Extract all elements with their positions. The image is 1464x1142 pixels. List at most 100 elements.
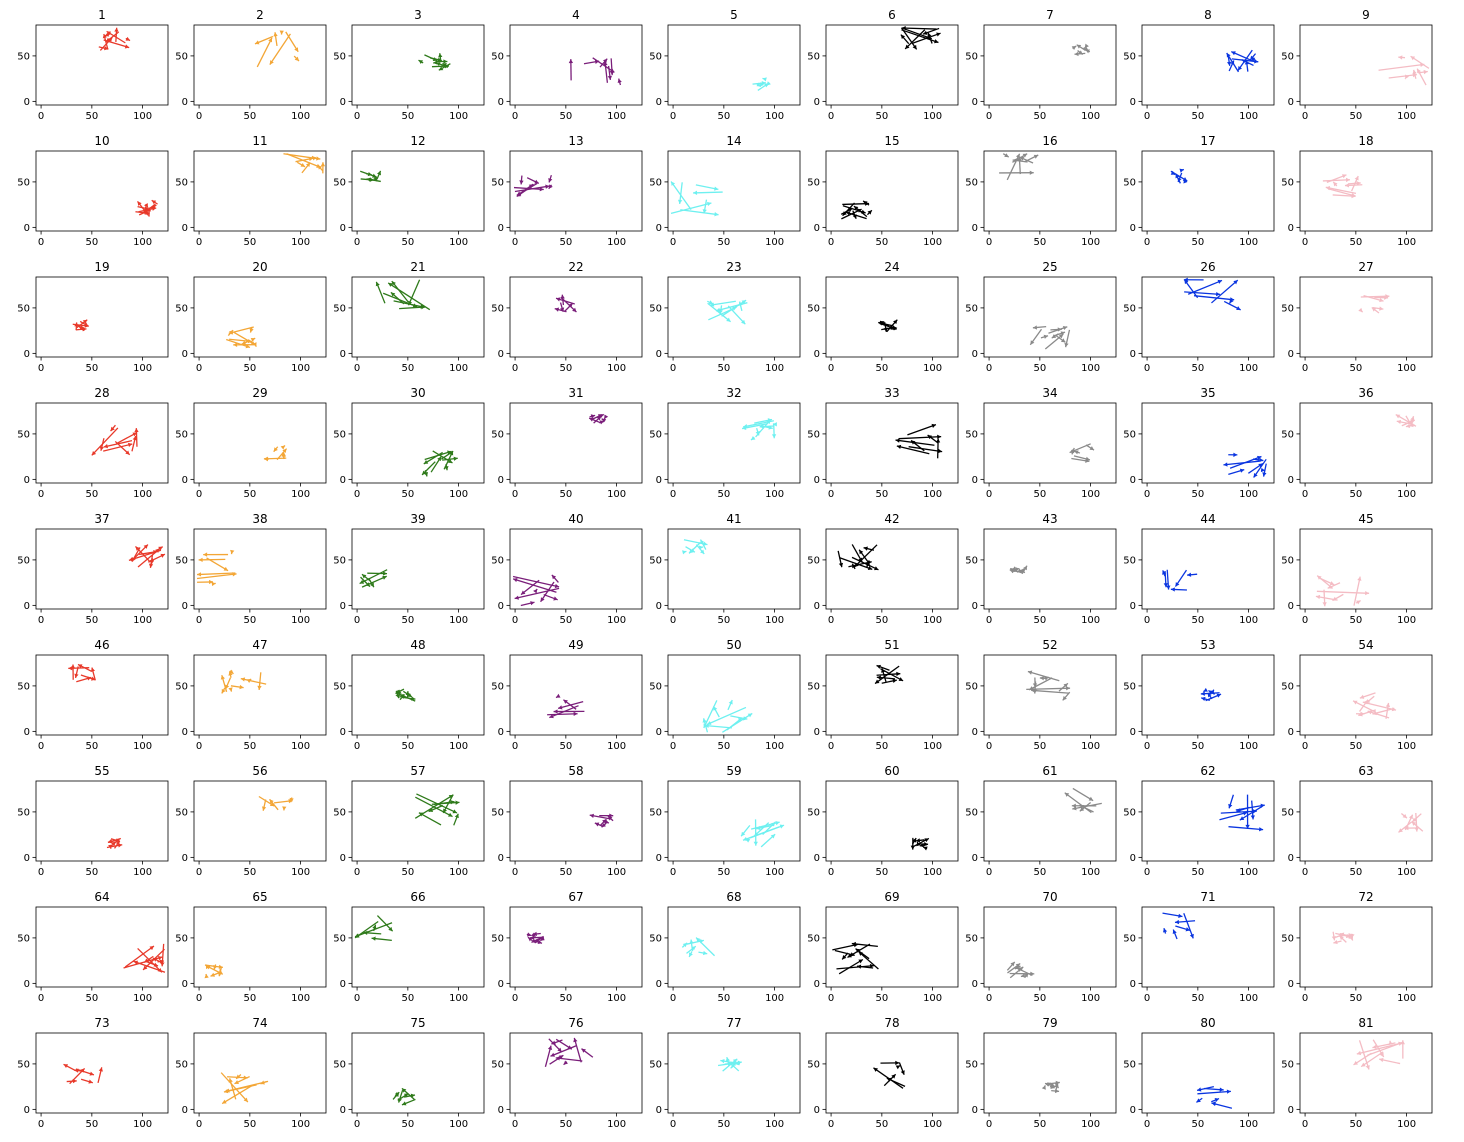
x-tick-label: 100 xyxy=(133,615,152,626)
arrow-head xyxy=(428,807,434,812)
axes-frame xyxy=(667,402,801,484)
arrow-head xyxy=(233,342,238,347)
panel-title: 66 xyxy=(410,890,425,904)
panel-44: 44 0 50 100 0 50 xyxy=(1123,512,1275,626)
arrow-head xyxy=(847,953,852,958)
panel-title: 11 xyxy=(252,134,267,148)
x-tick-label: 0 xyxy=(512,867,518,878)
y-tick-label: 50 xyxy=(649,555,662,566)
arrow-head xyxy=(124,44,130,49)
panel-title: 33 xyxy=(884,386,899,400)
x-tick-label: 50 xyxy=(875,237,888,248)
arrow-shaft xyxy=(1239,806,1263,821)
arrow-head xyxy=(363,930,368,936)
x-tick-label: 50 xyxy=(1349,111,1362,122)
panel-59: 59 0 50 100 0 50 xyxy=(649,764,801,878)
y-tick-label: 0 xyxy=(1288,223,1294,234)
x-tick-label: 0 xyxy=(1302,615,1308,626)
arrow-head xyxy=(1242,811,1248,816)
panel-title: 79 xyxy=(1042,1016,1057,1030)
panel-34: 34 0 50 100 0 50 xyxy=(965,386,1117,500)
x-tick-label: 50 xyxy=(401,1119,414,1130)
y-tick-label: 50 xyxy=(491,807,504,818)
x-tick-label: 0 xyxy=(1302,867,1308,878)
arrow-head xyxy=(895,1060,900,1066)
x-tick-label: 100 xyxy=(449,363,468,374)
arrow-head xyxy=(89,1071,94,1076)
arrow-head xyxy=(1032,325,1038,330)
arrow-head xyxy=(111,842,116,847)
panel-35: 35 0 50 100 0 50 xyxy=(1123,386,1275,500)
x-tick-label: 50 xyxy=(1349,867,1362,878)
arrow-head xyxy=(607,75,613,80)
panel-title: 39 xyxy=(410,512,425,526)
arrow-head xyxy=(896,671,901,677)
x-tick-label: 0 xyxy=(670,867,676,878)
arrow-head xyxy=(1358,307,1363,313)
arrow-shaft xyxy=(414,794,454,819)
x-tick-label: 0 xyxy=(1144,1119,1150,1130)
panel-title: 17 xyxy=(1200,134,1215,148)
arrow-head xyxy=(741,300,747,305)
y-tick-label: 0 xyxy=(1130,349,1136,360)
arrow-head xyxy=(609,68,615,73)
arrow-head xyxy=(709,302,715,307)
arrow-head xyxy=(551,1040,556,1045)
y-tick-label: 0 xyxy=(498,979,504,990)
y-tick-label: 0 xyxy=(24,1105,30,1116)
panel-21: 21 0 50 100 0 50 xyxy=(333,260,485,374)
arrow-head xyxy=(527,932,532,937)
arrow-head xyxy=(273,32,278,37)
arrow-head xyxy=(609,813,614,818)
axes-frame xyxy=(351,24,485,106)
y-tick-label: 50 xyxy=(1281,555,1294,566)
arrow-shaft xyxy=(898,435,942,440)
arrow-head xyxy=(895,438,900,443)
x-tick-label: 50 xyxy=(1033,237,1046,248)
axes-frame xyxy=(193,906,327,988)
arrow-head xyxy=(159,959,164,964)
x-tick-label: 0 xyxy=(1144,363,1150,374)
x-tick-label: 100 xyxy=(607,1119,626,1130)
x-tick-label: 50 xyxy=(717,615,730,626)
arrow-head xyxy=(410,1093,416,1098)
arrow-head xyxy=(1367,710,1373,715)
x-tick-label: 0 xyxy=(828,741,834,752)
arrow-head xyxy=(1359,694,1365,699)
arrow-head xyxy=(732,306,737,311)
panel-70: 70 0 50 100 0 50 xyxy=(965,890,1117,1004)
x-tick-label: 100 xyxy=(1081,237,1100,248)
arrow-head xyxy=(590,414,596,419)
arrow-head xyxy=(114,27,119,32)
arrow-head xyxy=(1017,568,1022,573)
panel-title: 70 xyxy=(1042,890,1057,904)
arrow-head xyxy=(1069,449,1075,454)
arrow-head xyxy=(1345,177,1350,183)
arrow-head xyxy=(1015,963,1021,968)
arrow-head xyxy=(269,802,275,807)
x-tick-label: 0 xyxy=(354,489,360,500)
axes-frame xyxy=(1299,528,1433,610)
arrow-head xyxy=(553,709,558,714)
x-tick-label: 50 xyxy=(85,363,98,374)
x-tick-label: 50 xyxy=(559,867,572,878)
x-tick-label: 0 xyxy=(1302,741,1308,752)
arrow-head xyxy=(90,676,96,681)
x-tick-label: 100 xyxy=(765,237,784,248)
x-tick-label: 100 xyxy=(923,1119,942,1130)
panel-title: 20 xyxy=(252,260,267,274)
y-tick-label: 50 xyxy=(807,177,820,188)
x-tick-label: 100 xyxy=(923,363,942,374)
arrow-head xyxy=(867,565,873,571)
panel-74: 74 0 50 100 0 50 xyxy=(175,1016,327,1130)
arrow-head xyxy=(437,57,442,62)
arrow-shaft xyxy=(1358,1040,1370,1070)
arrow-head xyxy=(702,718,707,723)
x-tick-label: 100 xyxy=(923,615,942,626)
x-tick-label: 0 xyxy=(1302,237,1308,248)
x-tick-label: 0 xyxy=(670,993,676,1004)
arrow-head xyxy=(779,824,785,829)
x-tick-label: 50 xyxy=(1349,1119,1362,1130)
y-tick-label: 50 xyxy=(17,429,30,440)
panel-title: 12 xyxy=(410,134,425,148)
